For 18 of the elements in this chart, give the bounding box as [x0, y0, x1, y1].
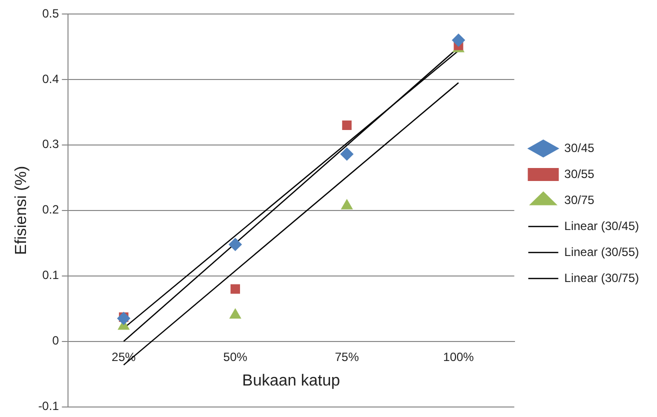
- x-tick-label: 50%: [223, 350, 248, 364]
- x-tick-label: 100%: [443, 350, 474, 364]
- y-tick-label: 0.5: [42, 6, 60, 20]
- y-tick-label: 0.4: [42, 72, 60, 86]
- legend-label: Linear (30/45): [564, 218, 640, 233]
- y-axis-title: Efisiensi (%): [13, 166, 30, 255]
- y-tick-label: 0.3: [42, 137, 60, 152]
- y-tick-label: 0: [52, 334, 60, 348]
- y-tick-label: 0.2: [42, 202, 60, 217]
- y-tick-label: -0.1: [38, 399, 60, 414]
- x-axis-title: Bukaan katup: [242, 372, 340, 390]
- legend-label: Linear (30/55): [564, 244, 640, 259]
- legend-label: 30/45: [564, 140, 595, 155]
- legend-label: 30/75: [564, 192, 595, 207]
- x-tick-label: 75%: [334, 350, 360, 364]
- legend-label: Linear (30/75): [564, 270, 640, 285]
- legend-label: 30/55: [564, 166, 595, 181]
- y-tick-label: 0.1: [42, 268, 60, 282]
